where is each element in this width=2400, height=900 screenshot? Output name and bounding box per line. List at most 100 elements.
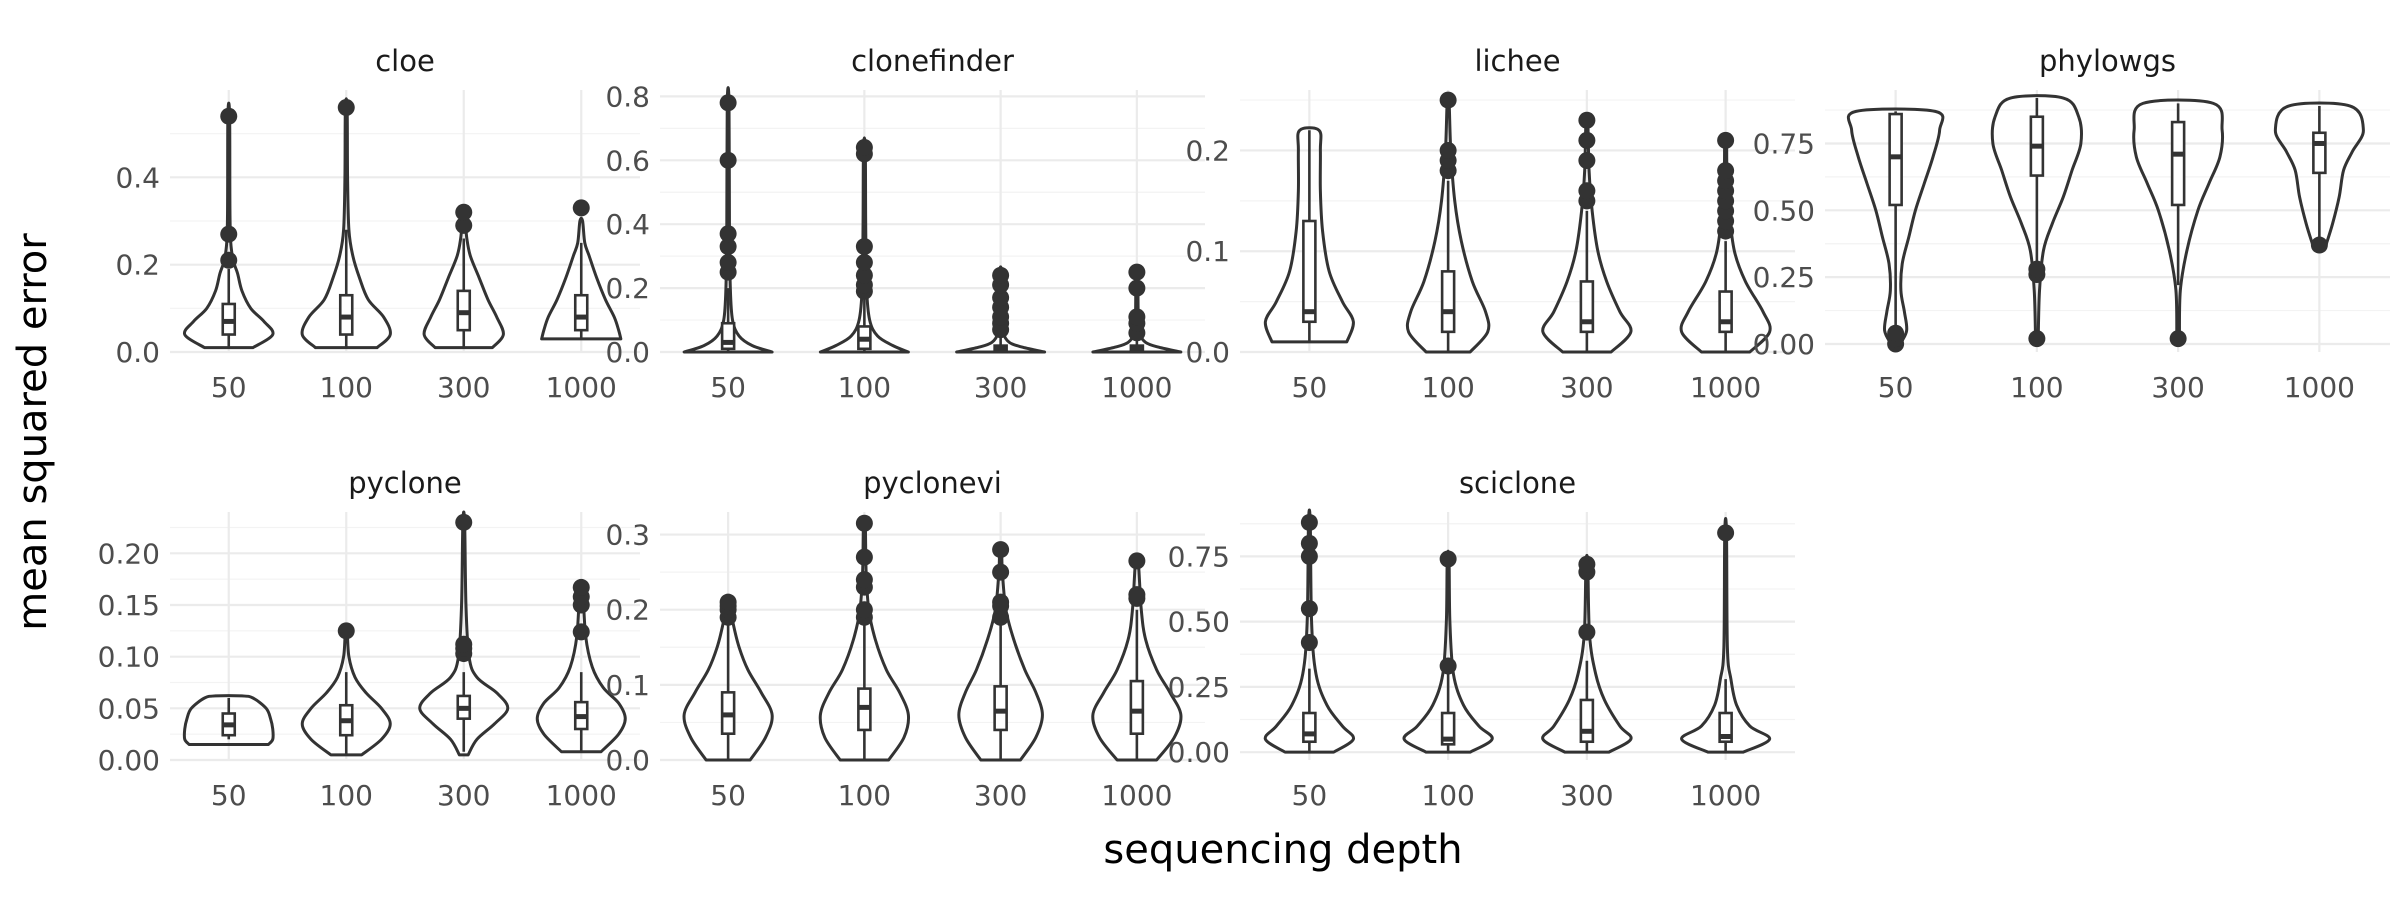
y-tick-label: 0.4 (115, 161, 160, 194)
box (1302, 711, 1317, 744)
outlier-point (1717, 162, 1735, 180)
box (993, 685, 1008, 732)
facet-title: clonefinder (851, 44, 1014, 78)
box (1129, 679, 1145, 735)
violin-group-300 (422, 203, 505, 350)
outlier-point (992, 289, 1010, 307)
outlier-point (455, 635, 473, 653)
outlier-point (1887, 324, 1905, 342)
y-tick-label: 0.05 (98, 692, 160, 725)
outlier-point (855, 254, 873, 272)
outlier-point (1300, 513, 1318, 531)
x-tick-label: 50 (211, 371, 247, 404)
violin-group-100 (300, 97, 392, 350)
outlier-point (1578, 131, 1596, 149)
y-tick-label: 0.75 (1168, 540, 1230, 573)
outlier-point (992, 593, 1010, 611)
violin-group-50 (182, 694, 275, 746)
outlier-point (2169, 330, 2187, 348)
x-tick-label: 50 (1878, 371, 1914, 404)
box (573, 293, 589, 332)
outlier-point (220, 251, 238, 269)
violin-group-100 (1402, 549, 1494, 754)
y-tick-label: 0.10 (98, 641, 160, 674)
outlier-point (572, 199, 590, 217)
x-tick-label: 50 (710, 371, 746, 404)
x-tick-label: 1000 (2284, 371, 2355, 404)
panel-pyclonevi: 0.0 0.1 0.2 0.3 50 100 300 1000 pyclonevi (605, 466, 1205, 812)
panel-lichee: 0.0 0.1 0.2 50 100 300 1000 lichee (1185, 44, 1795, 404)
x-tick-label: 50 (710, 779, 746, 812)
outlier-point (455, 513, 473, 531)
outlier-point (855, 266, 873, 284)
box (1440, 270, 1456, 334)
y-tick-label: 0.2 (605, 594, 650, 627)
facet-panels: 0.0 0.2 0.4 50 100 300 1000 cloe 0.0 0.2 0.4 0.6 0.8… (98, 44, 2390, 812)
outlier-point (572, 623, 590, 641)
violin-group-50 (1263, 126, 1355, 344)
y-tick-label: 0.0 (605, 336, 650, 369)
box (1718, 290, 1733, 334)
panel-cloe: 0.0 0.2 0.4 50 100 300 1000 cloe (115, 44, 640, 404)
violin-group-50 (682, 593, 774, 762)
x-tick-label: 100 (1421, 371, 1474, 404)
y-tick-label: 0.00 (1168, 736, 1230, 769)
violin-shape (540, 216, 623, 341)
outlier-point (1578, 555, 1596, 573)
x-tick-label: 300 (1560, 779, 1613, 812)
violin-group-300 (955, 265, 1047, 354)
facet-title: cloe (375, 44, 435, 78)
box (1888, 112, 1903, 207)
y-tick-label: 0.20 (98, 537, 160, 570)
x-tick-label: 1000 (546, 779, 617, 812)
x-tick-label: 1000 (1101, 371, 1172, 404)
y-tick-label: 0.0 (605, 744, 650, 777)
outlier-point (1578, 152, 1596, 170)
outlier-point (1300, 534, 1318, 552)
violin-shape (1846, 107, 1945, 346)
outlier-point (855, 238, 873, 256)
violin-group-100 (818, 514, 911, 762)
violin-shape (2132, 98, 2225, 341)
outlier-point (992, 266, 1010, 284)
outlier-point (1578, 623, 1596, 641)
x-tick-label: 100 (838, 779, 891, 812)
violin-group-1000 (540, 199, 623, 341)
box (720, 321, 736, 351)
x-tick-label: 1000 (546, 371, 617, 404)
y-tick-label: 0.3 (605, 519, 650, 552)
panel-sciclone: 0.00 0.25 0.50 0.75 50 100 300 1000 sciclone (1168, 466, 1795, 812)
y-tick-label: 0.2 (1185, 134, 1230, 167)
y-tick-label: 0.15 (98, 589, 160, 622)
outlier-point (220, 225, 238, 243)
violin-shape (682, 86, 774, 354)
y-tick-label: 0.0 (1185, 336, 1230, 369)
facet-title: phylowgs (2039, 44, 2176, 78)
x-tick-label: 300 (1560, 371, 1613, 404)
y-tick-label: 0.75 (1753, 127, 1815, 160)
x-tick-label: 50 (211, 779, 247, 812)
panel-clonefinder: 0.0 0.2 0.4 0.6 0.8 50 100 300 1000 clonefinder (605, 44, 1205, 404)
x-tick-label: 1000 (1690, 779, 1761, 812)
outlier-point (719, 225, 737, 243)
violin-group-50 (1263, 508, 1356, 754)
box (1579, 280, 1595, 334)
outlier-point (719, 238, 737, 256)
violin-group-1000 (1091, 552, 1183, 762)
y-tick-label: 0.2 (115, 249, 160, 282)
box (1302, 219, 1317, 324)
violin-shape (1680, 517, 1772, 754)
outlier-point (992, 563, 1010, 581)
x-tick-label: 100 (838, 371, 891, 404)
outlier-point (1439, 141, 1457, 159)
y-tick-label: 0.50 (1753, 194, 1815, 227)
violin-group-100 (818, 136, 910, 354)
y-tick-label: 0.6 (605, 144, 650, 177)
facet-title: sciclone (1459, 466, 1576, 500)
y-axis-title: mean squared error (10, 233, 56, 631)
x-tick-label: 300 (437, 371, 490, 404)
x-tick-label: 100 (320, 779, 373, 812)
outlier-point (719, 151, 737, 169)
violin-group-100 (300, 622, 392, 757)
